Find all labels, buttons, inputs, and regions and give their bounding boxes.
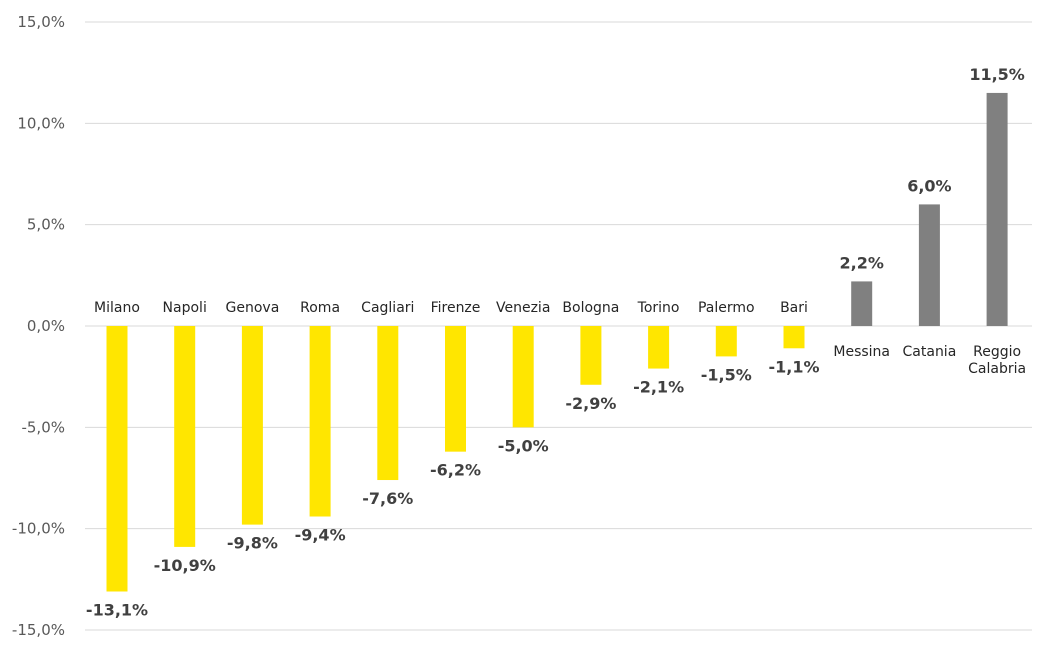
category-label-line: Palermo [698,300,755,316]
y-axis-ticks: 15,0% 10,0% 5,0% 0,0% -5,0% -10,0% -15,0% [12,13,65,639]
data-label: -9,8% [227,534,278,553]
category-label-line: Genova [226,300,280,316]
category-label-line: Firenze [431,300,481,316]
data-label: -2,9% [565,394,616,413]
bar [106,326,128,592]
bar [445,326,466,452]
category-label: Messina [833,344,890,360]
category-label-line: Reggio [973,344,1021,360]
data-label: -6,2% [430,461,481,480]
category-label: Genova [226,300,280,316]
y-tick-label: 5,0% [27,216,65,234]
category-label: Torino [637,300,680,316]
category-label-line: Calabria [968,361,1026,377]
y-tick-label: 0,0% [27,317,65,335]
category-label: Palermo [698,300,755,316]
category-label: Cagliari [361,300,414,316]
y-tick-label: -10,0% [12,520,65,538]
y-tick-label: -15,0% [12,621,65,639]
data-label: 11,5% [969,65,1025,84]
y-tick-label: 15,0% [17,13,65,31]
category-label-line: Milano [94,300,140,316]
data-label: -5,0% [498,436,549,455]
bar [580,326,602,385]
data-label: -10,9% [154,556,216,575]
category-label: Bari [780,300,808,316]
category-label: Napoli [163,300,207,316]
bar [241,326,263,525]
category-label: Venezia [496,300,550,316]
category-label-line: Catania [903,344,957,360]
category-label: Milano [94,300,140,316]
category-label: Catania [903,344,957,360]
bar [512,326,534,428]
data-label: 6,0% [907,176,951,195]
category-label: Reggio Calabria [968,344,1026,377]
category-labels: Milano Napoli Genova Roma Cagliari Firenze Ven… [94,300,1026,377]
bar [851,281,873,326]
category-label: Firenze [431,300,481,316]
category-label: Roma [300,300,340,316]
category-label-line: Venezia [496,300,550,316]
y-tick-label: 10,0% [17,114,65,132]
bar [377,326,399,481]
data-label: -2,1% [633,378,684,397]
data-label: -1,1% [768,357,819,376]
category-label-line: Roma [300,300,340,316]
category-label-line: Cagliari [361,300,414,316]
y-tick-label: -5,0% [21,418,65,436]
data-label: -1,5% [701,365,752,384]
category-label-line: Bari [780,300,808,316]
bar [715,326,737,357]
data-labels: -13,1% -10,9% -9,8% -9,4% -7,6% -6,2% -5,0% -2,… [86,65,1025,620]
bar [783,326,805,349]
data-label: -7,6% [362,489,413,508]
category-label-line: Napoli [163,300,207,316]
category-label-line: Torino [637,300,680,316]
data-label: -9,4% [295,526,346,545]
data-label: -13,1% [86,600,148,619]
category-label-line: Messina [833,344,890,360]
bars [106,92,1008,592]
data-label: 2,2% [840,253,884,272]
bar [986,92,1008,326]
bar [309,326,331,517]
bar [174,326,196,547]
bar [918,204,940,326]
category-label-line: Bologna [562,300,619,316]
category-label: Bologna [562,300,619,316]
bar [648,326,670,369]
